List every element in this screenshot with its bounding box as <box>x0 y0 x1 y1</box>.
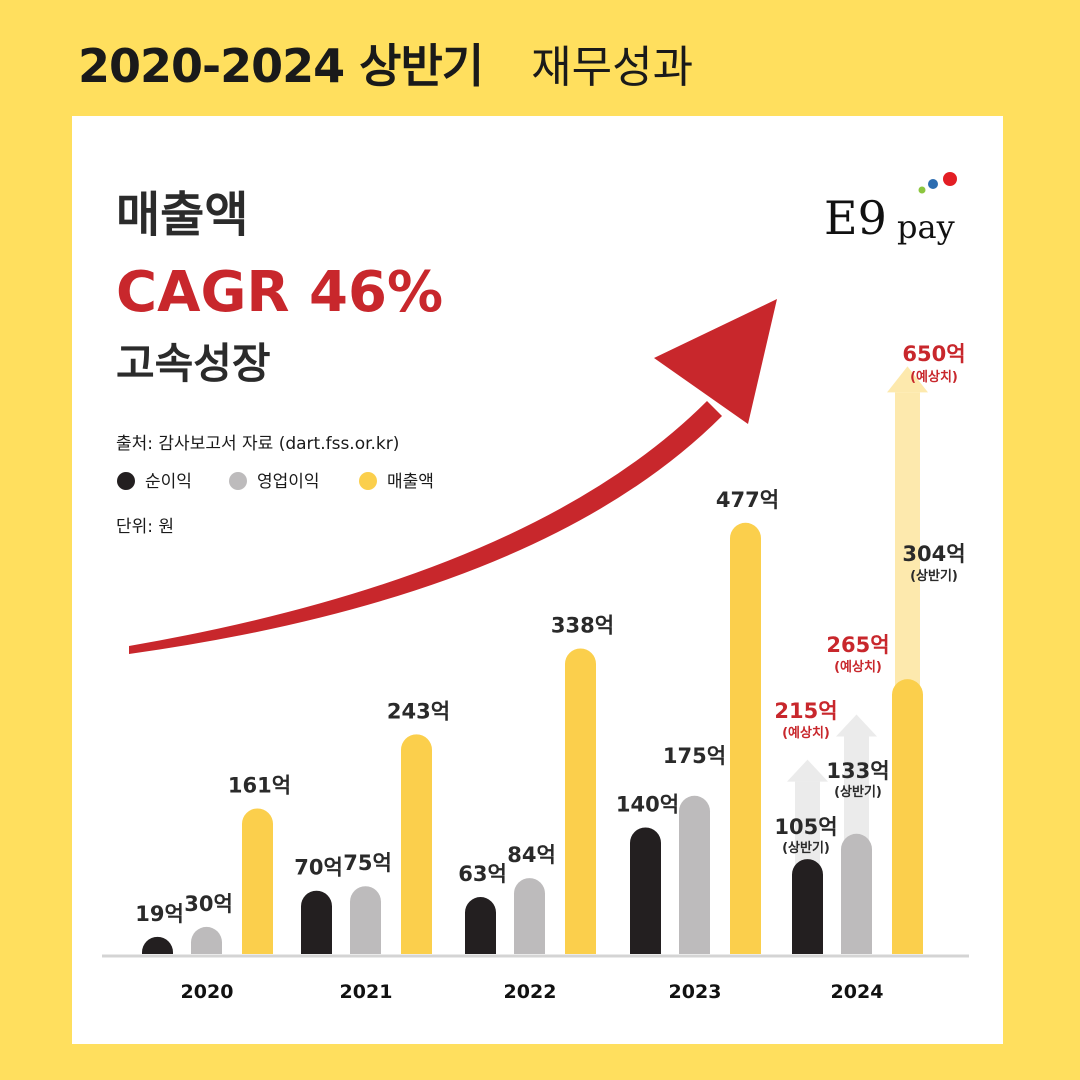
page-title: 2020-2024 상반기 재무성과 <box>78 28 693 98</box>
logo-red-dot <box>943 172 957 186</box>
logo-sub-text: pay <box>897 208 955 246</box>
bar-revenue-2024 <box>892 679 923 954</box>
headline-cagr: CAGR 46% <box>116 260 443 325</box>
page-title-light: 재무성과 <box>531 42 694 93</box>
page-title-bold: 2020-2024 상반기 <box>78 39 484 93</box>
value-label-net-income-2024: 105억 <box>774 815 837 839</box>
bar-operating-income-2020 <box>191 926 222 954</box>
legend-label-operating-income: 영업이익 <box>257 472 320 492</box>
logo-green-dot <box>918 186 926 194</box>
sub-label-net-income-2024: (상반기) <box>782 840 830 856</box>
value-label-net-income-2021: 70억 <box>294 856 343 880</box>
headline-revenue: 매출액 <box>116 187 248 243</box>
legend: 순이익 영업이익 매출액 <box>117 472 434 492</box>
bar-revenue-2020 <box>242 808 273 954</box>
value-label-revenue-2023: 477억 <box>716 488 779 512</box>
value-label-operating-income-2023: 175억 <box>663 744 726 768</box>
forecast-shaft-net-income <box>795 781 820 875</box>
value-label-revenue-2021: 243억 <box>387 699 450 723</box>
value-label-operating-income-2022: 84억 <box>507 843 556 867</box>
forecast-label-operating-income-2024: 265억 <box>826 633 889 657</box>
value-label-operating-income-2021: 75억 <box>343 851 392 875</box>
bar-operating-income-2024 <box>841 833 872 954</box>
forecast-arrowhead-net-income <box>787 759 828 782</box>
e9pay-logo: E9 pay <box>824 172 957 246</box>
forecast-arrowhead-revenue <box>887 366 928 393</box>
value-label-net-income-2020: 19억 <box>135 902 184 926</box>
forecast-shaft-revenue <box>895 392 920 695</box>
bar-revenue-2023 <box>729 522 761 954</box>
bar-net-income-2022 <box>465 897 496 954</box>
logo-main-text: E9 <box>824 191 887 245</box>
source-text: 출처: 감사보고서 자료 (dart.fss.or.kr) <box>116 434 399 454</box>
logo-blue-dot <box>928 179 938 189</box>
bar-group <box>142 366 928 954</box>
value-label-operating-income-2020: 30억 <box>184 892 233 916</box>
chart-card: 매출액 CAGR 46% 고속성장 출처: 감사보고서 자료 (dart.fss… <box>72 116 1003 1044</box>
value-label-revenue-2024: 304억 <box>902 542 965 566</box>
bar-revenue-2022 <box>565 648 596 954</box>
unit-text: 단위: 원 <box>116 517 174 537</box>
label-group: 2020 2021 2022 2023 2024 19억 30억 161억 70억 75억 243억… <box>135 342 965 1003</box>
bar-net-income-2023 <box>630 827 661 954</box>
forecast-note-net-income-2024: (예상치) <box>782 725 830 741</box>
bar-operating-income-2023 <box>679 795 710 954</box>
bar-net-income-2020 <box>142 936 173 954</box>
forecast-shaft-operating-income <box>844 736 869 849</box>
sub-label-revenue-2024: (상반기) <box>910 568 958 584</box>
x-tick-2020: 2020 <box>181 981 234 1003</box>
bar-operating-income-2021 <box>350 886 381 954</box>
bar-net-income-2024 <box>792 859 823 954</box>
forecast-arrowhead-operating-income <box>836 714 877 737</box>
value-label-revenue-2020: 161억 <box>228 773 291 797</box>
value-label-operating-income-2024: 133억 <box>826 759 889 783</box>
bar-operating-income-2022 <box>514 878 545 954</box>
legend-swatch-operating-income <box>229 472 247 490</box>
legend-label-net-income: 순이익 <box>145 472 192 492</box>
forecast-note-operating-income-2024: (예상치) <box>834 659 882 675</box>
forecast-label-net-income-2024: 215억 <box>774 699 837 723</box>
chart: 매출액 CAGR 46% 고속성장 출처: 감사보고서 자료 (dart.fss… <box>102 172 969 1003</box>
x-tick-2023: 2023 <box>669 981 722 1003</box>
bar-net-income-2021 <box>301 890 332 954</box>
x-tick-2024: 2024 <box>831 981 884 1003</box>
bar-revenue-2021 <box>401 734 432 954</box>
growth-arrow-icon <box>129 299 777 654</box>
legend-swatch-revenue <box>359 472 377 490</box>
value-label-net-income-2023: 140억 <box>616 792 679 816</box>
x-tick-2022: 2022 <box>504 981 557 1003</box>
sub-label-operating-income-2024: (상반기) <box>834 784 882 800</box>
headline-growth: 고속성장 <box>116 339 271 388</box>
forecast-note-revenue-2024: (예상치) <box>910 369 958 385</box>
legend-label-revenue: 매출액 <box>387 472 434 492</box>
legend-swatch-net-income <box>117 472 135 490</box>
x-tick-2021: 2021 <box>340 981 393 1003</box>
forecast-label-revenue-2024: 650억 <box>902 342 965 366</box>
value-label-revenue-2022: 338억 <box>551 613 614 637</box>
value-label-net-income-2022: 63억 <box>458 862 507 886</box>
